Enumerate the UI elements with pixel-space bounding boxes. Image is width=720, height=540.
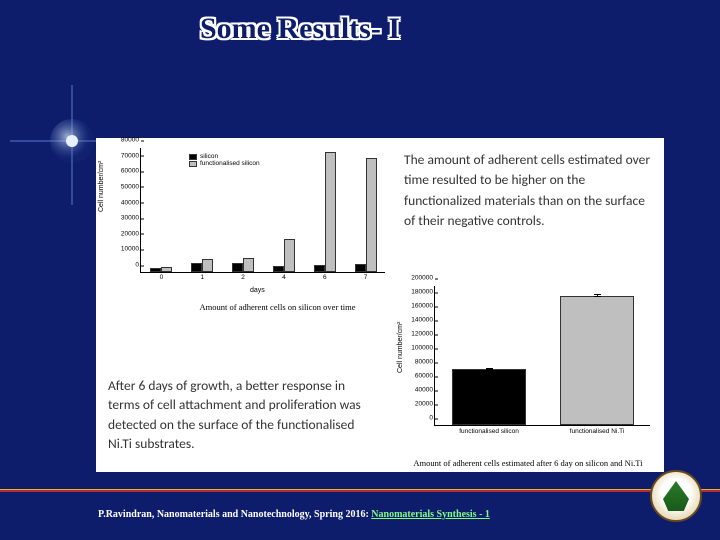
chart1-xtick: 0 bbox=[160, 272, 164, 281]
chart1-plot: siliconfunctionalised silicon 0100002000… bbox=[140, 148, 385, 273]
legend-label: silicon bbox=[200, 153, 218, 160]
chart1-ytick: 10000 bbox=[121, 246, 141, 253]
footer-author: P.Ravindran, Nanomaterials and Nanotechn… bbox=[98, 509, 371, 520]
chart2-ytick: 180000 bbox=[411, 289, 435, 296]
chart2-title: Amount of adherent cells estimated after… bbox=[398, 458, 658, 468]
chart1-xtick: 7 bbox=[364, 272, 368, 281]
chart1-title: Amount of adherent cells on silicon over… bbox=[160, 302, 395, 312]
chart2-ytick: 200000 bbox=[411, 275, 435, 282]
chart1-bar bbox=[232, 263, 243, 272]
chart2-ytick: 160000 bbox=[411, 303, 435, 310]
chart2-ytick: 20000 bbox=[415, 401, 435, 408]
chart1-ytick: 60000 bbox=[121, 168, 141, 175]
chart1-xtick: 6 bbox=[323, 272, 327, 281]
chart2-errorbar bbox=[489, 368, 490, 370]
chart2-bar bbox=[560, 296, 634, 426]
chart1-ytick: 70000 bbox=[121, 152, 141, 159]
chart1-ylabel: Cell number/cm² bbox=[98, 161, 105, 212]
institution-logo bbox=[650, 470, 702, 522]
description-top: The amount of adherent cells estimated o… bbox=[404, 150, 654, 231]
chart1-ytick: 80000 bbox=[121, 137, 141, 144]
footer-link: Nanomaterials Synthesis - 1 bbox=[371, 509, 490, 520]
slide-title: Some Results- I bbox=[200, 12, 400, 46]
chart2-xtick: functionalised silicon bbox=[459, 425, 519, 435]
chart1-xtick: 4 bbox=[282, 272, 286, 281]
chart1-bar bbox=[202, 259, 213, 272]
chart1-ytick: 40000 bbox=[121, 199, 141, 206]
footer-divider bbox=[0, 489, 720, 492]
chart-6day-comparison: Cell number/cm² 020000400006000080000100… bbox=[398, 278, 658, 468]
chart2-ytick: 40000 bbox=[415, 387, 435, 394]
chart1-legend: siliconfunctionalised silicon bbox=[189, 153, 260, 167]
legend-item: silicon bbox=[189, 153, 260, 160]
chart1-bar bbox=[325, 152, 336, 272]
chart1-ytick: 30000 bbox=[121, 215, 141, 222]
content-panel: Cell number/cm² siliconfunctionalised si… bbox=[96, 138, 664, 472]
chart2-ytick: 0 bbox=[429, 415, 435, 422]
chart1-xlabel: days bbox=[250, 287, 265, 294]
legend-item: functionalised silicon bbox=[189, 160, 260, 167]
chart1-xtick: 2 bbox=[241, 272, 245, 281]
footer-text: P.Ravindran, Nanomaterials and Nanotechn… bbox=[98, 509, 490, 520]
chart1-bar bbox=[243, 258, 254, 272]
chart2-ytick: 60000 bbox=[415, 373, 435, 380]
chart2-ytick: 140000 bbox=[411, 317, 435, 324]
chart1-ytick: 50000 bbox=[121, 183, 141, 190]
chart2-ytick: 100000 bbox=[411, 345, 435, 352]
chart2-errorbar bbox=[597, 294, 598, 298]
legend-swatch bbox=[189, 161, 197, 167]
chart2-plot: 0200004000060000800001000001200001400001… bbox=[434, 286, 650, 426]
chart1-xtick: 1 bbox=[200, 272, 204, 281]
chart1-ytick: 20000 bbox=[121, 230, 141, 237]
chart2-xtick: functionalised Ni.Ti bbox=[570, 425, 625, 435]
chart1-ytick: 0 bbox=[135, 262, 141, 269]
legend-label: functionalised silicon bbox=[200, 160, 260, 167]
chart2-ytick: 80000 bbox=[415, 359, 435, 366]
chart1-bar bbox=[191, 263, 202, 272]
description-bottom: After 6 days of growth, a better respons… bbox=[108, 376, 368, 454]
chart2-bar bbox=[452, 369, 526, 425]
legend-swatch bbox=[189, 154, 197, 160]
chart2-ylabel: Cell number/cm² bbox=[397, 322, 404, 373]
chart2-ytick: 120000 bbox=[411, 331, 435, 338]
chart1-bar bbox=[314, 265, 325, 272]
chart-cells-over-time: Cell number/cm² siliconfunctionalised si… bbox=[100, 142, 395, 312]
chart1-bar bbox=[366, 158, 377, 272]
chart1-bar bbox=[355, 264, 366, 272]
chart1-bar bbox=[284, 239, 295, 272]
